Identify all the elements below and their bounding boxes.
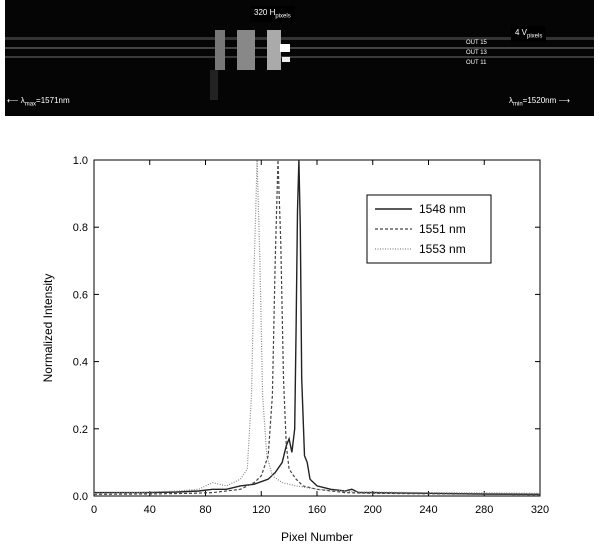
y-tick-label: 0.0	[73, 491, 88, 503]
camera-spectrum	[5, 30, 594, 100]
out-label-1: OUT 15	[466, 40, 487, 46]
camera-image: 320 Hpixels 4 Vpixels OUT 15 OUT 13 OUT …	[5, 0, 594, 116]
y-tick-label: 0.2	[73, 424, 88, 436]
legend: 1548 nm 1551 nm 1553 nm	[366, 194, 492, 264]
x-tick-label: 280	[475, 504, 493, 516]
legend-label-1: 1548 nm	[419, 202, 466, 216]
x-ticks: 0 40 80 120 160 200 240 280 320	[91, 160, 549, 516]
top-pixel-label: 320 Hpixels	[250, 6, 295, 22]
y-ticks: 0.0 0.2 0.4 0.6 0.8 1.0	[73, 155, 540, 503]
right-wavelength-label: λmin=1520nm ⟶	[509, 96, 570, 108]
x-tick-label: 320	[531, 504, 549, 516]
y-tick-label: 1.0	[73, 155, 88, 167]
x-tick-label: 200	[364, 504, 382, 516]
right-arrow-icon: ⟶	[558, 96, 570, 105]
intensity-chart: 0.0 0.2 0.4 0.6 0.8 1.0 0 40 80 120 160 200 240 280 3…	[41, 155, 549, 544]
x-tick-label: 120	[252, 504, 270, 516]
left-arrow-icon: ⟵	[7, 96, 19, 105]
x-tick-label: 80	[199, 504, 211, 516]
out-label-2: OUT 13	[466, 50, 487, 56]
legend-label-3: 1553 nm	[419, 242, 466, 256]
right-pixel-box: 4 Vpixels	[511, 26, 547, 42]
legend-label-2: 1551 nm	[419, 222, 466, 236]
y-tick-label: 0.8	[73, 222, 88, 234]
x-axis-title: Pixel Number	[281, 530, 353, 544]
series-layer	[93, 159, 541, 496]
left-wavelength-label: ⟵ λmax=1571nm	[7, 96, 70, 108]
x-tick-label: 40	[144, 504, 156, 516]
y-tick-label: 0.6	[73, 289, 88, 301]
x-tick-label: 240	[419, 504, 437, 516]
y-axis-title: Normalized Intensity	[41, 274, 55, 383]
out-label-3: OUT 11	[466, 60, 487, 66]
y-tick-label: 0.4	[73, 357, 88, 369]
series-line-1	[94, 159, 541, 495]
x-tick-label: 0	[91, 504, 97, 516]
x-tick-label: 160	[308, 504, 326, 516]
